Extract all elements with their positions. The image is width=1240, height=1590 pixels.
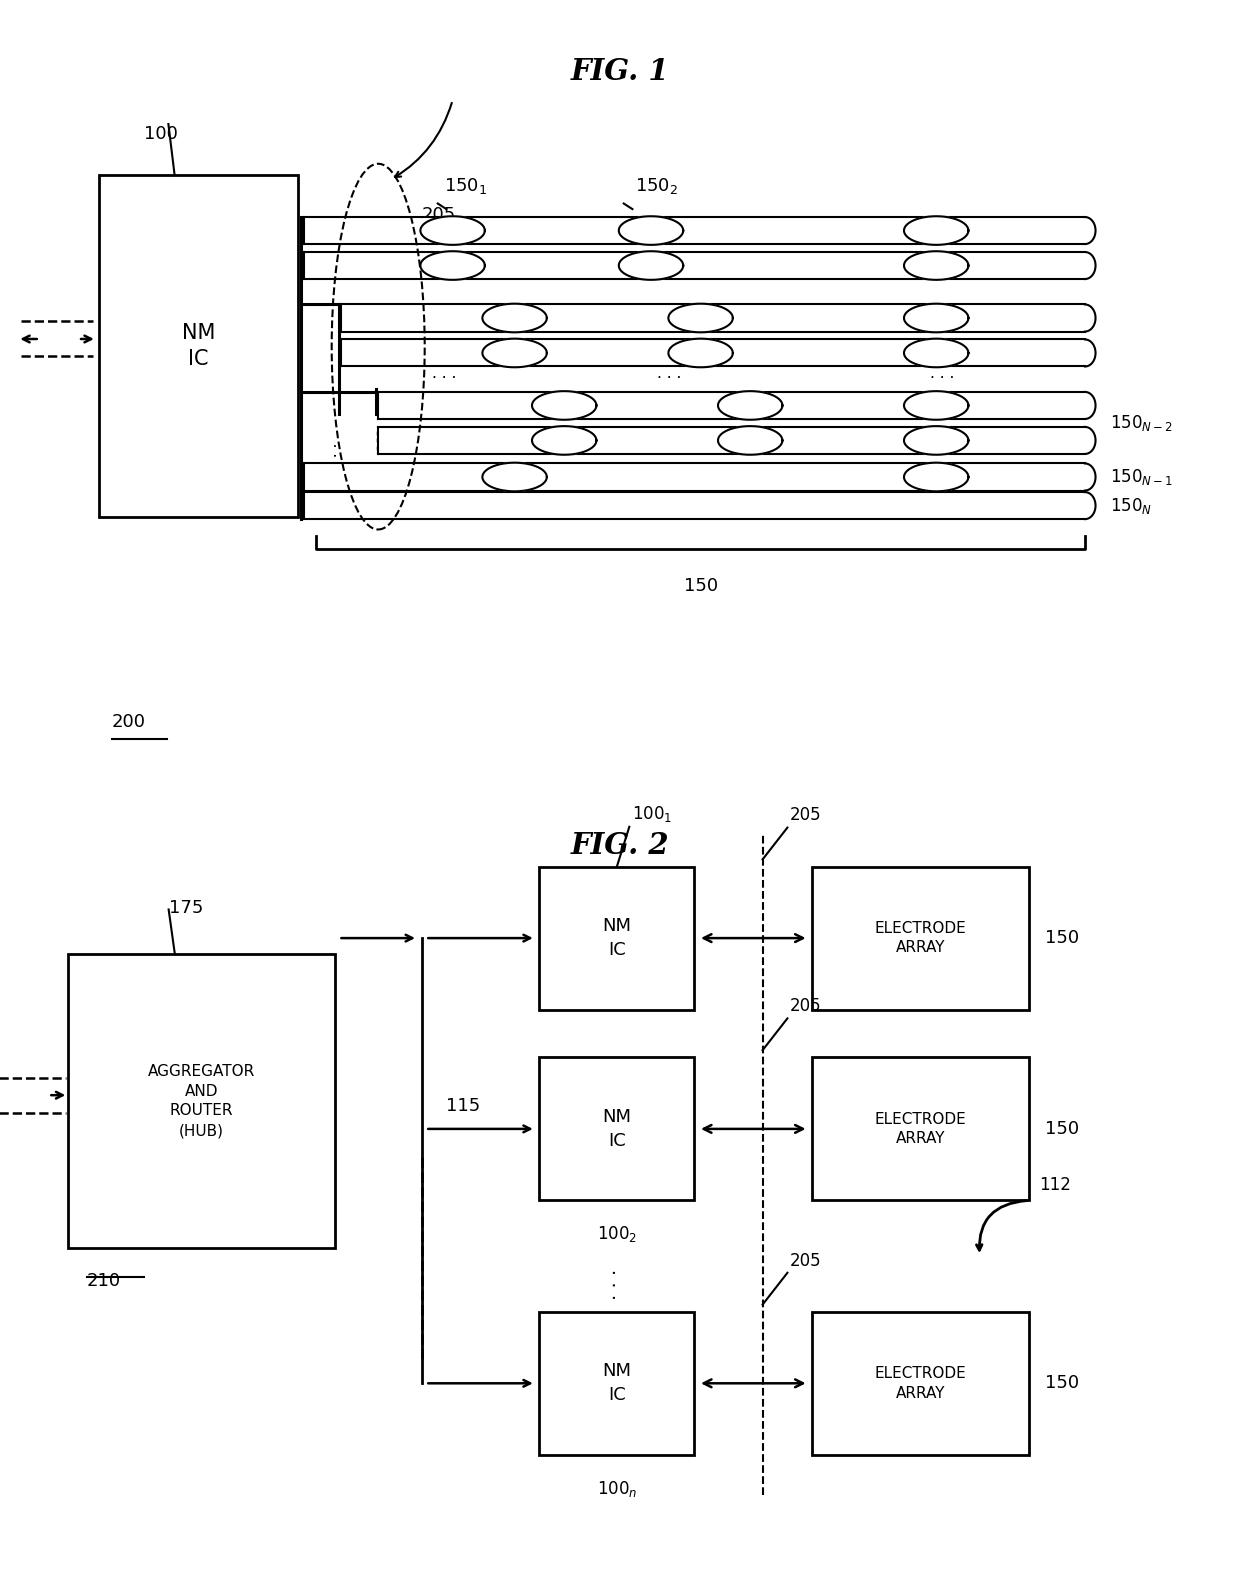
Text: $150_2$: $150_2$ <box>635 175 678 196</box>
Text: $150_{N-2}$: $150_{N-2}$ <box>1110 413 1173 432</box>
Polygon shape <box>532 391 596 420</box>
Polygon shape <box>304 218 1085 245</box>
Polygon shape <box>668 304 733 332</box>
Text: $150_1$: $150_1$ <box>444 175 487 196</box>
Polygon shape <box>420 216 485 245</box>
Text: · · ·: · · · <box>657 370 682 386</box>
FancyBboxPatch shape <box>812 867 1029 1010</box>
Text: ELECTRODE
ARRAY: ELECTRODE ARRAY <box>875 1366 966 1401</box>
Text: ELECTRODE
ARRAY: ELECTRODE ARRAY <box>875 921 966 956</box>
Text: 175: 175 <box>169 900 203 917</box>
Text: FIG. 1: FIG. 1 <box>570 57 670 86</box>
Polygon shape <box>420 251 485 280</box>
Text: · · ·: · · · <box>432 370 456 386</box>
Text: 112: 112 <box>1039 1175 1071 1194</box>
FancyBboxPatch shape <box>99 175 298 517</box>
Polygon shape <box>304 464 1085 491</box>
Polygon shape <box>482 463 547 491</box>
Polygon shape <box>904 391 968 420</box>
Text: 210: 210 <box>87 1272 122 1289</box>
Text: 205: 205 <box>790 1251 822 1269</box>
Text: · · ·: · · · <box>552 447 577 463</box>
FancyBboxPatch shape <box>539 1312 694 1455</box>
Text: NM
IC: NM IC <box>603 1363 631 1404</box>
Polygon shape <box>304 253 1085 280</box>
Text: NM
IC: NM IC <box>603 917 631 959</box>
Polygon shape <box>718 391 782 420</box>
Text: 115: 115 <box>446 1097 481 1115</box>
Polygon shape <box>378 393 1085 418</box>
Polygon shape <box>904 339 968 367</box>
Polygon shape <box>532 426 596 455</box>
Polygon shape <box>619 216 683 245</box>
Text: 150: 150 <box>1045 1119 1080 1138</box>
Polygon shape <box>378 428 1085 455</box>
Text: $100_1$: $100_1$ <box>631 803 672 824</box>
Text: NM
IC: NM IC <box>603 1108 631 1150</box>
Text: · · ·: · · · <box>930 370 955 386</box>
Text: $100_2$: $100_2$ <box>596 1224 637 1245</box>
Text: · · ·: · · · <box>930 447 955 463</box>
FancyBboxPatch shape <box>539 867 694 1010</box>
Polygon shape <box>904 216 968 245</box>
Polygon shape <box>482 304 547 332</box>
Polygon shape <box>304 493 1085 518</box>
Text: AGGREGATOR
AND
ROUTER
(HUB): AGGREGATOR AND ROUTER (HUB) <box>148 1064 255 1138</box>
Text: ELECTRODE
ARRAY: ELECTRODE ARRAY <box>875 1111 966 1146</box>
Polygon shape <box>341 340 1085 366</box>
Polygon shape <box>482 339 547 367</box>
Text: 205: 205 <box>790 997 822 1016</box>
FancyBboxPatch shape <box>812 1312 1029 1455</box>
Polygon shape <box>668 339 733 367</box>
FancyBboxPatch shape <box>812 1057 1029 1200</box>
Polygon shape <box>904 251 968 280</box>
Text: · · ·: · · · <box>608 1269 626 1301</box>
Polygon shape <box>904 304 968 332</box>
Text: 150: 150 <box>1045 929 1080 948</box>
Text: $150_N$: $150_N$ <box>1110 496 1152 515</box>
Text: 100: 100 <box>144 126 179 143</box>
Polygon shape <box>904 426 968 455</box>
Text: · · ·: · · · <box>330 442 345 467</box>
Text: · · ·: · · · <box>738 447 763 463</box>
Text: 205: 205 <box>422 205 456 224</box>
Text: $150_{N-1}$: $150_{N-1}$ <box>1110 467 1173 487</box>
Polygon shape <box>904 463 968 491</box>
Polygon shape <box>341 305 1085 331</box>
FancyBboxPatch shape <box>68 954 335 1248</box>
Polygon shape <box>718 426 782 455</box>
Text: FIG. 2: FIG. 2 <box>570 832 670 860</box>
Text: 205: 205 <box>790 806 822 825</box>
Text: $100_n$: $100_n$ <box>596 1479 637 1499</box>
Text: 200: 200 <box>112 714 145 731</box>
Text: 150: 150 <box>683 577 718 595</box>
Text: NM
IC: NM IC <box>182 323 215 369</box>
Polygon shape <box>619 251 683 280</box>
FancyBboxPatch shape <box>539 1057 694 1200</box>
Text: 150: 150 <box>1045 1374 1080 1393</box>
